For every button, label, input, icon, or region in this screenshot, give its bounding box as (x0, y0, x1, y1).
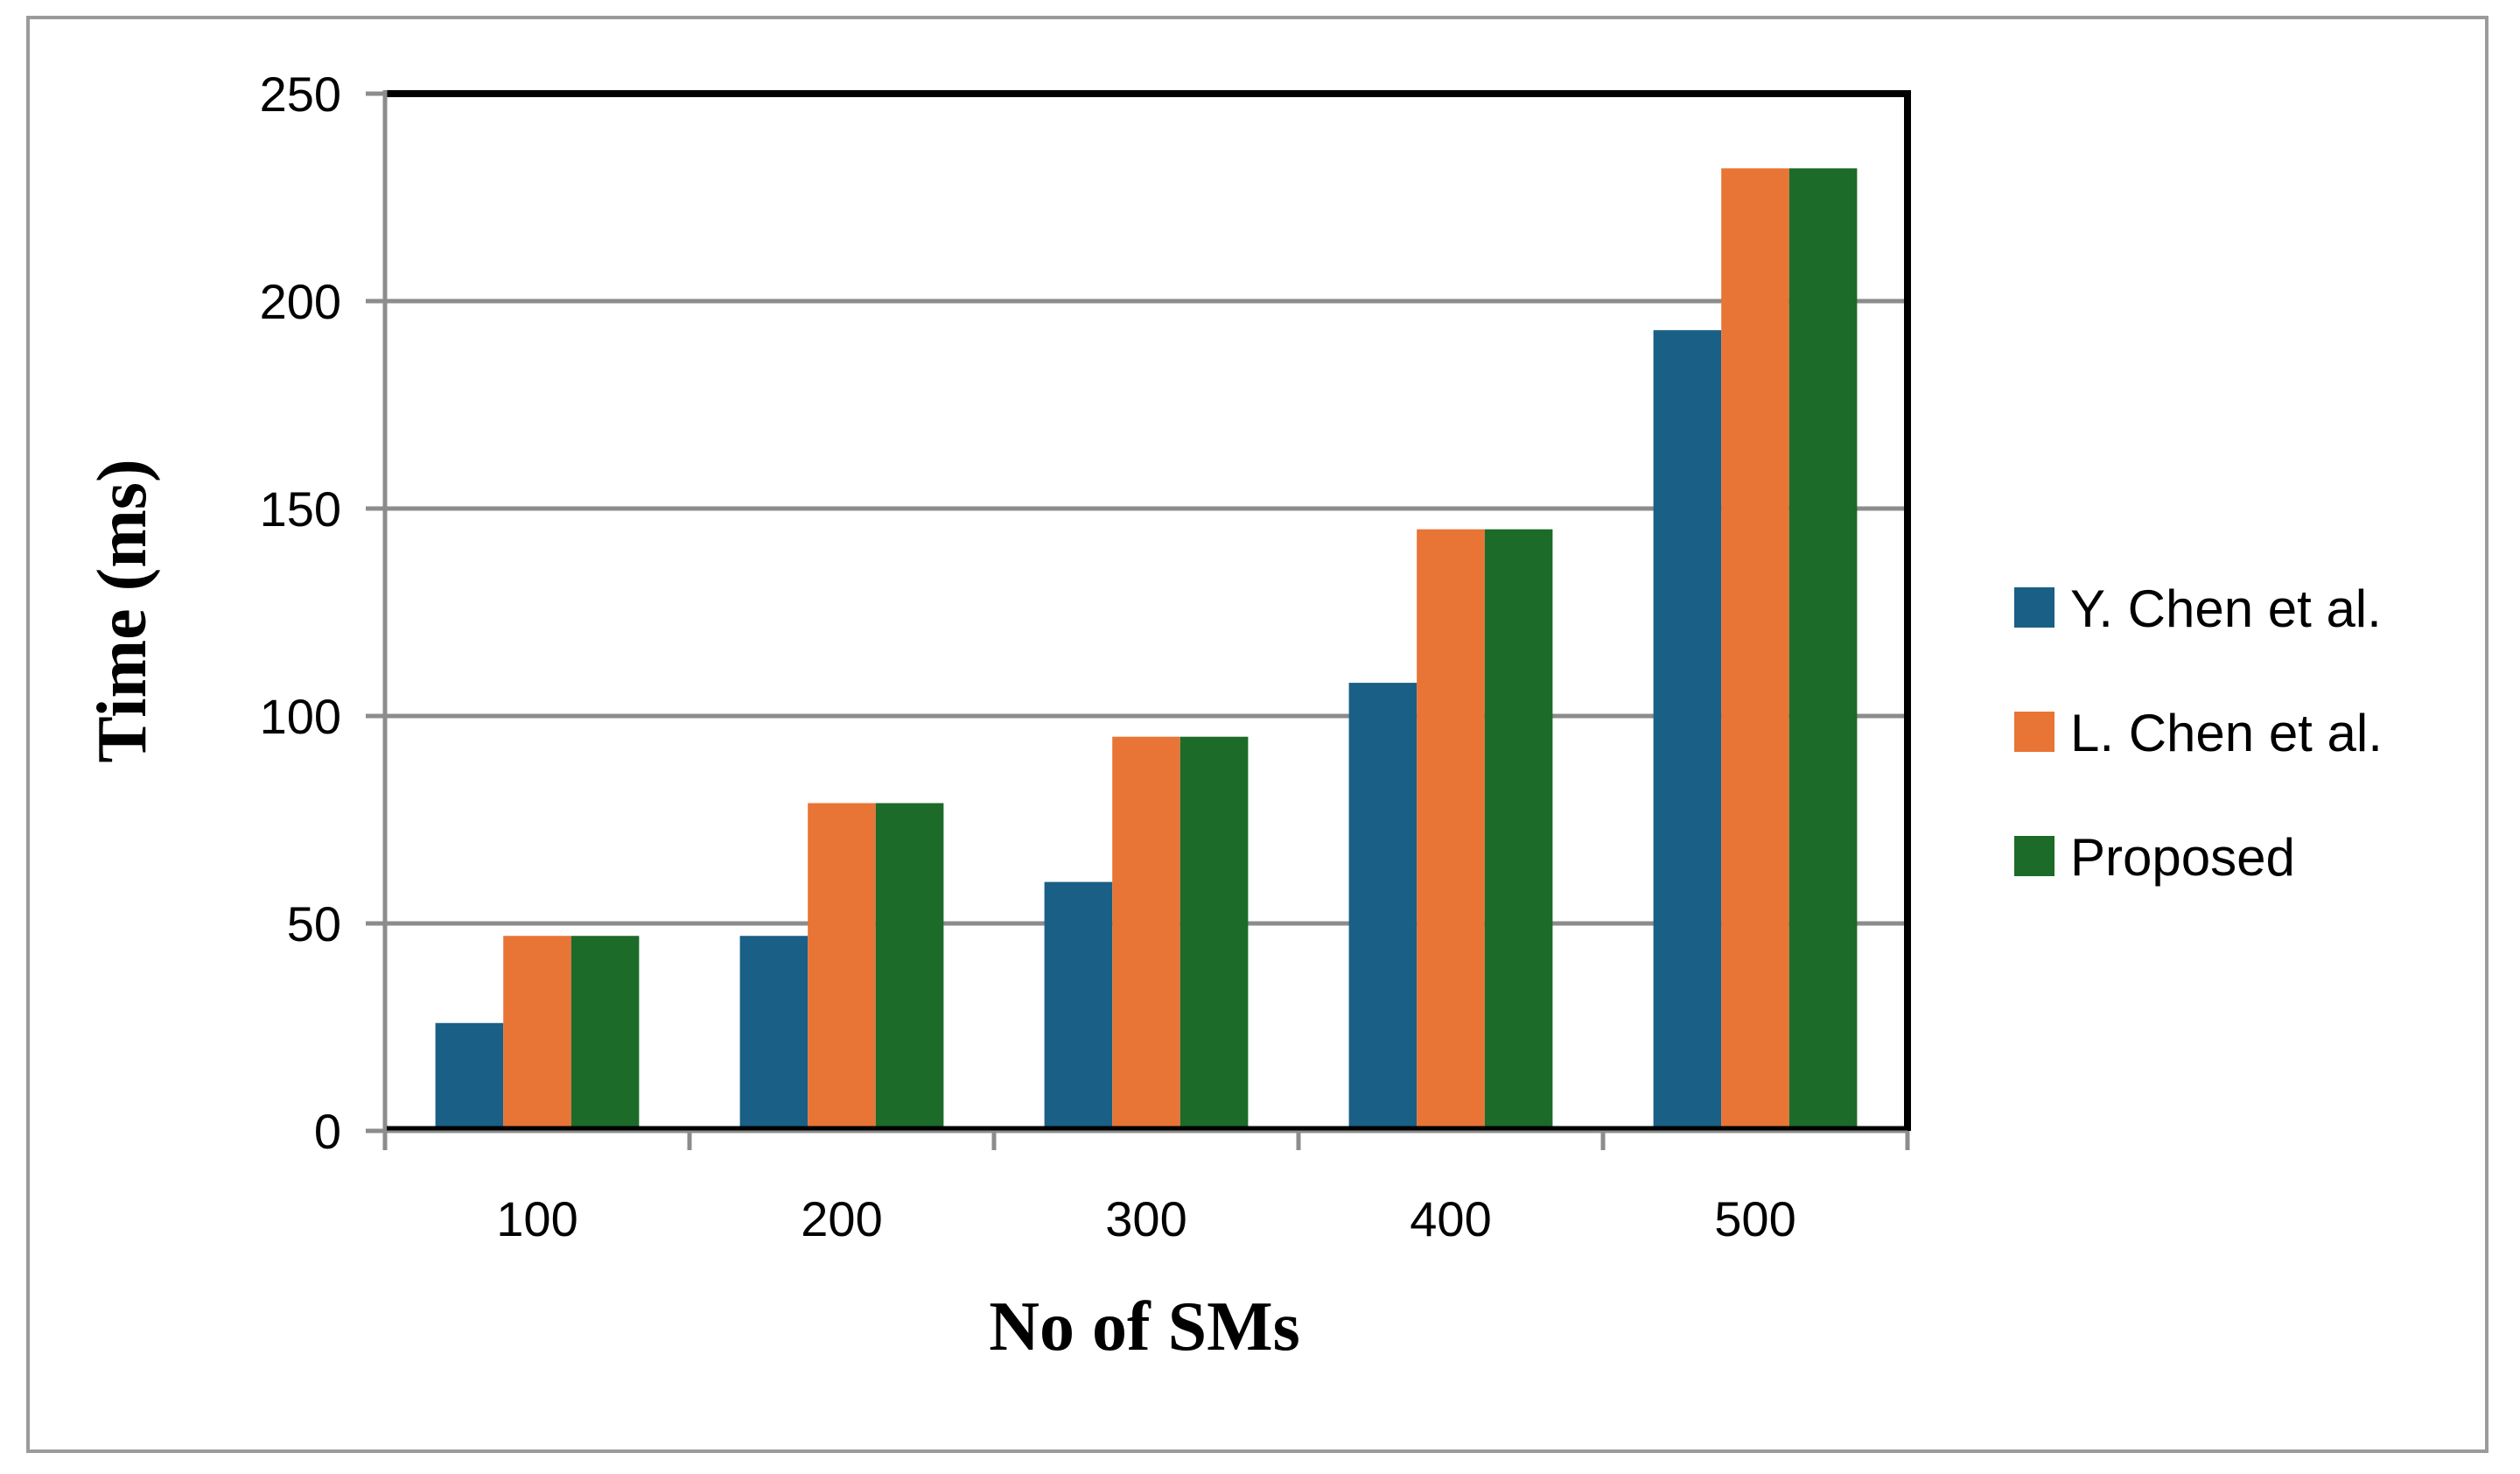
x-tick-label: 300 (1105, 1191, 1186, 1246)
bar (739, 936, 808, 1131)
x-tick-label: 100 (496, 1191, 578, 1246)
axes (366, 90, 1911, 1150)
legend-label: Proposed (2070, 828, 2295, 887)
legend-swatch (2014, 836, 2054, 876)
bar (1653, 330, 1722, 1131)
x-tick-label: 500 (1714, 1191, 1796, 1246)
y-axis-title: Time (ms) (84, 459, 161, 762)
bar (875, 803, 944, 1131)
x-tick-label: 400 (1410, 1191, 1491, 1246)
bar (570, 936, 640, 1131)
bar (1112, 736, 1180, 1131)
y-tick-label: 150 (260, 481, 341, 537)
tick-labels: 0 50 100 150 200 250 100 200 300 400 500 (260, 67, 1796, 1246)
bars (435, 168, 1858, 1131)
bar (1721, 168, 1789, 1131)
y-tick-label: 250 (260, 67, 341, 122)
bar (435, 1022, 504, 1131)
legend: Y. Chen et al. L. Chen et al. Proposed (2014, 579, 2383, 887)
bar (1044, 881, 1113, 1131)
bar (1417, 529, 1485, 1131)
x-tick-label: 200 (801, 1191, 882, 1246)
bar (1788, 168, 1858, 1131)
chart-frame (26, 16, 2488, 1453)
legend-swatch (2014, 587, 2054, 628)
y-tick-label: 50 (287, 896, 341, 951)
legend-swatch (2014, 712, 2054, 752)
bar (1180, 736, 1249, 1131)
bar (503, 936, 571, 1131)
legend-label: Y. Chen et al. (2070, 579, 2382, 638)
bar (1348, 683, 1418, 1131)
y-tick-label: 200 (260, 274, 341, 329)
y-tick-label: 100 (260, 689, 341, 744)
bar (808, 803, 876, 1131)
bar (1484, 529, 1553, 1131)
y-tick-label: 0 (314, 1104, 341, 1159)
legend-label: L. Chen et al. (2070, 704, 2383, 762)
x-axis-title: No of SMs (989, 1288, 1300, 1365)
